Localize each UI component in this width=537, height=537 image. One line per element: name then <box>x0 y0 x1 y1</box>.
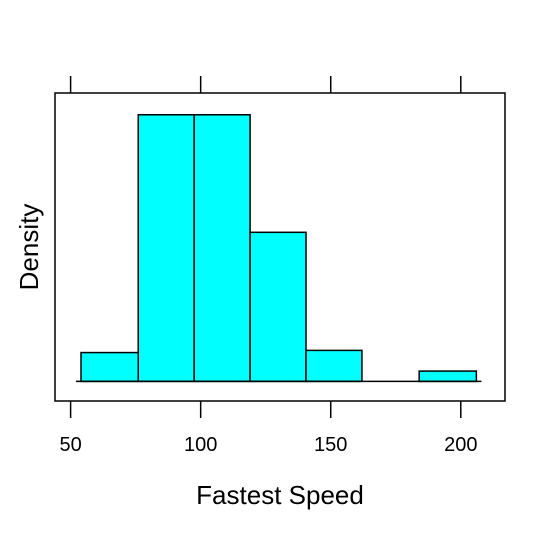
histogram-bar-1 <box>80 351 139 383</box>
histogram-bar-4 <box>249 231 307 383</box>
top-axis-ticks <box>69 76 462 93</box>
x-axis-title: Fastest Speed <box>196 480 364 510</box>
x-axis-tick-labels: 50 100 150 200 <box>59 434 477 456</box>
histogram-bar-5 <box>305 349 363 383</box>
y-axis-title: Density <box>14 204 44 291</box>
histogram-bar-3 <box>193 114 251 383</box>
histogram-bar-2 <box>137 114 195 383</box>
x-tick-label-150: 150 <box>314 434 347 456</box>
histogram-bar-7 <box>418 370 478 383</box>
x-tick-label-200: 200 <box>444 434 477 456</box>
bottom-axis-ticks <box>69 401 462 418</box>
plot-panel-border <box>54 92 506 402</box>
histogram-bars <box>80 114 478 383</box>
x-tick-label-50: 50 <box>59 434 81 456</box>
x-tick-label-100: 100 <box>184 434 217 456</box>
